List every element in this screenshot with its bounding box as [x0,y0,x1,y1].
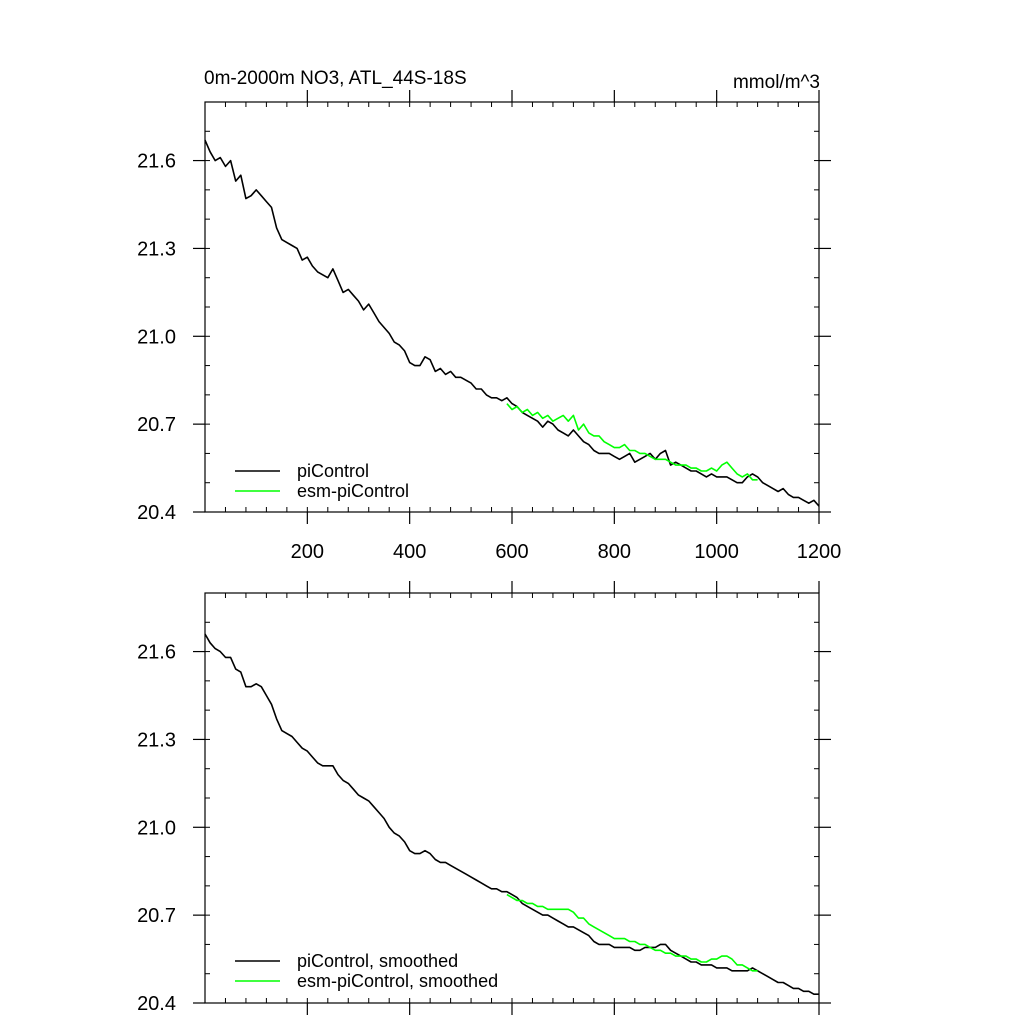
x-tick-label: 1200 [797,541,842,563]
plot-frame [204,101,820,513]
legend-label-esm-picontrol: esm-piControl [297,481,409,501]
series-line-picontrol-smoothed [204,633,819,996]
series-line-picontrol [204,139,820,507]
major-ticks [193,581,831,1015]
y-tick-label: 21.6 [137,151,176,173]
y-tick-label: 21.0 [137,817,176,839]
minor-ticks [205,593,819,1003]
chart-title: 0m-2000m NO3, ATL_44S-18S [204,68,467,89]
x-tick-label: 1000 [694,541,739,563]
major-ticks [193,90,831,524]
minor-ticks [205,102,819,512]
series-line-esm-picontrol [506,403,758,481]
y-tick-label: 20.7 [137,414,176,436]
y-tick-label: 20.4 [137,502,176,524]
y-tick-label: 21.6 [137,642,176,664]
x-tick-label: 600 [495,541,528,563]
series-lines [204,139,820,507]
y-tick-label: 20.4 [137,993,176,1015]
x-tick-label: 400 [393,541,426,563]
y-tick-label: 21.3 [137,729,176,751]
legend: piControl, smoothed esm-piControl, smoot… [235,951,498,991]
y-tick-labels: 20.4 20.7 21.0 21.3 21.6 [137,642,176,1015]
y-tick-labels: 20.4 20.7 21.0 21.3 21.6 [137,151,176,524]
units-label: mmol/m^3 [733,72,820,93]
y-tick-label: 21.3 [137,238,176,260]
x-tick-label: 200 [291,541,324,563]
y-tick-label: 20.7 [137,905,176,927]
legend-label-esm-picontrol-smoothed: esm-piControl, smoothed [297,971,498,991]
series-lines [204,633,819,996]
series-line-esm-picontrol-smoothed [506,893,758,972]
top-panel: 0m-2000m NO3, ATL_44S-18S mmol/m^3 20.42… [137,68,841,563]
y-tick-label: 21.0 [137,326,176,348]
legend: piControl esm-piControl [235,461,409,501]
legend-label-picontrol: piControl [297,461,369,481]
plot-frame [204,592,820,1004]
bottom-panel: 20.4 20.7 21.0 21.3 21.6 piControl, smoothed… [137,581,831,1015]
x-tick-label: 800 [598,541,631,563]
x-tick-labels: 200 400 600 800 1000 1200 [291,541,842,563]
legend-label-picontrol-smoothed: piControl, smoothed [297,951,458,971]
